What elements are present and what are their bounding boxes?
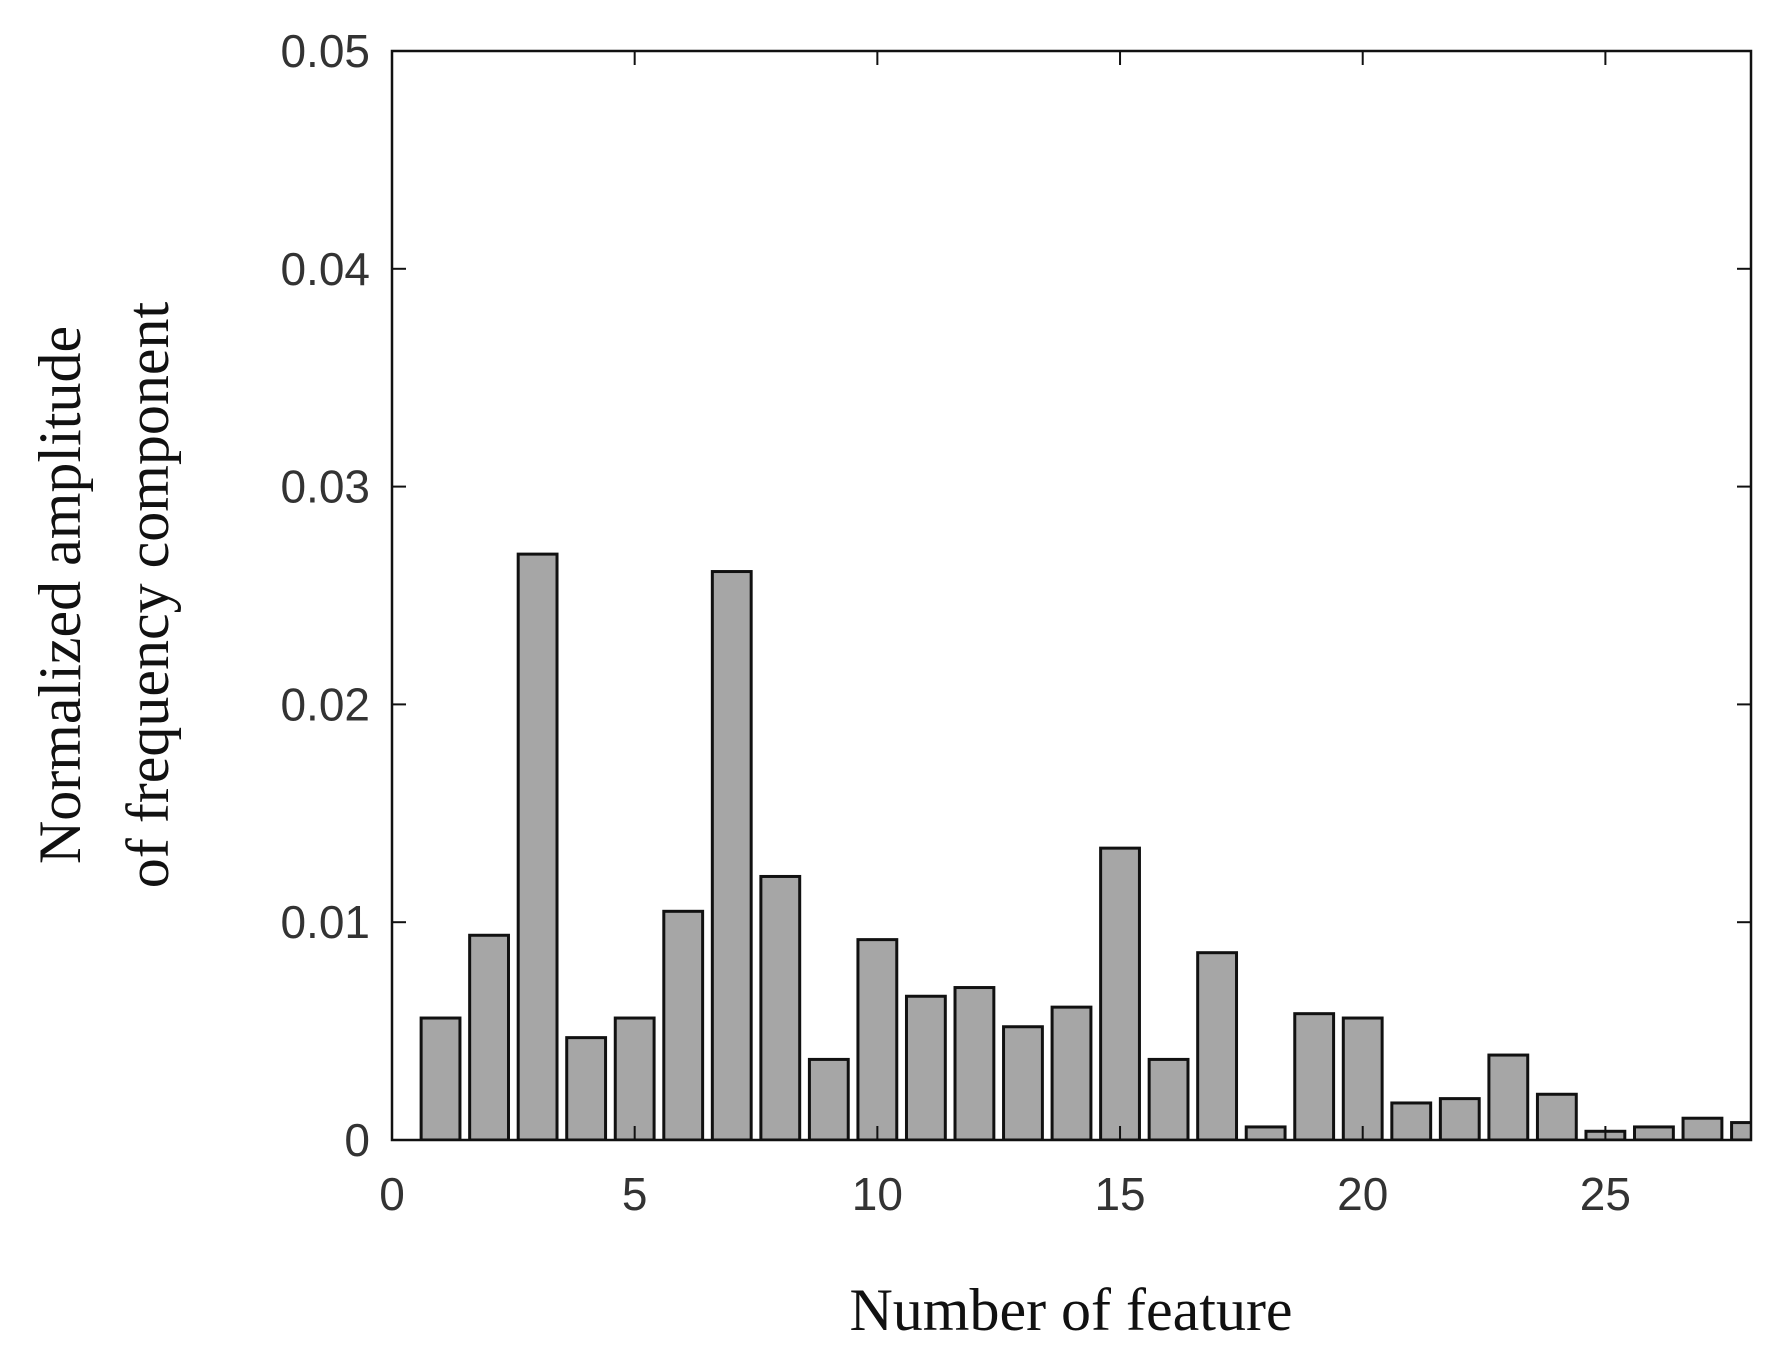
bar xyxy=(1099,846,1141,1140)
y-tick-label: 0 xyxy=(344,1114,370,1166)
x-tick-label: 25 xyxy=(1580,1168,1631,1220)
plot-area xyxy=(419,552,1751,1140)
bar xyxy=(1147,1057,1190,1140)
y-tick-label: 0.02 xyxy=(280,678,370,730)
bar xyxy=(565,1036,608,1140)
bar xyxy=(1438,1097,1481,1140)
bar xyxy=(1633,1125,1675,1140)
bar xyxy=(1244,1125,1287,1140)
bar xyxy=(516,552,559,1140)
x-axis-title: Number of feature xyxy=(849,1277,1292,1343)
axes-frame xyxy=(390,49,1753,1142)
bar xyxy=(1293,1012,1336,1140)
bar xyxy=(1681,1116,1724,1140)
bar xyxy=(856,938,899,1140)
bar xyxy=(613,1016,656,1140)
y-tick-label: 0.05 xyxy=(280,25,370,77)
bar xyxy=(1535,1092,1578,1140)
y-axis-title: Normalized amplitude xyxy=(27,326,93,864)
y-tick-label: 0.04 xyxy=(280,243,370,295)
bar xyxy=(1050,1005,1093,1140)
y-tick-label: 0.01 xyxy=(280,896,370,948)
y-tick-label: 0.03 xyxy=(280,461,370,513)
x-tick-label: 10 xyxy=(852,1168,903,1220)
x-tick-label: 20 xyxy=(1337,1168,1388,1220)
bar xyxy=(1487,1053,1530,1140)
bar xyxy=(1196,951,1239,1140)
bar xyxy=(807,1057,850,1140)
x-tick-label: 0 xyxy=(379,1168,405,1220)
bar xyxy=(904,994,947,1140)
bar xyxy=(468,933,510,1140)
bar xyxy=(1002,1025,1044,1140)
x-tick-label: 15 xyxy=(1094,1168,1145,1220)
y-axis-title: of frequency component xyxy=(115,301,181,888)
bar xyxy=(1341,1016,1384,1140)
bar xyxy=(1390,1101,1433,1140)
bar xyxy=(419,1016,462,1140)
bar xyxy=(759,874,802,1140)
x-tick-label: 5 xyxy=(622,1168,648,1220)
bar xyxy=(953,986,996,1140)
bar xyxy=(662,909,705,1140)
bar xyxy=(710,570,753,1140)
